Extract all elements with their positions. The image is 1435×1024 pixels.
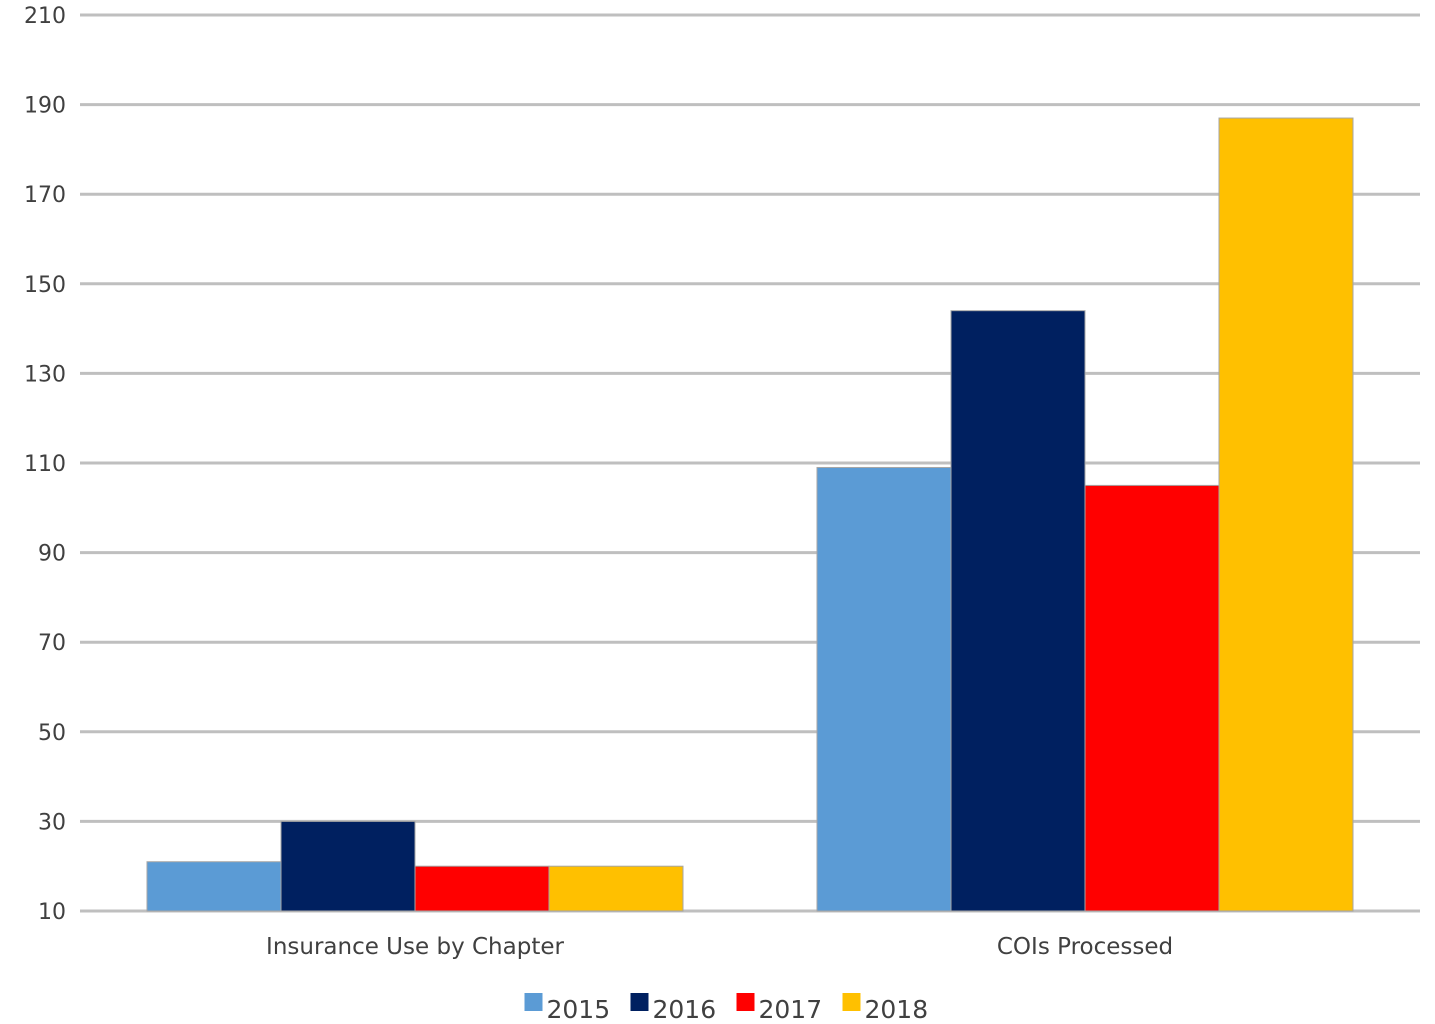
legend-item-2015: 2015 — [524, 993, 611, 1024]
y-tick-label: 150 — [24, 273, 66, 298]
legend: 2015 2016 2017 2018 — [524, 993, 929, 1024]
legend-swatch — [842, 993, 861, 1011]
legend-item-2017: 2017 — [736, 993, 823, 1024]
bar-2015-cois-processed — [816, 466, 952, 912]
bar-2018-insurance-use — [548, 865, 684, 912]
legend-swatch — [630, 993, 649, 1011]
x-category-label: COIs Processed — [997, 934, 1173, 960]
bar-2016-insurance-use — [280, 820, 416, 912]
y-axis: 10 30 50 70 90 110 130 150 170 190 210 — [24, 4, 66, 925]
y-tick-label: 70 — [38, 631, 66, 656]
legend-label: 2018 — [865, 995, 929, 1024]
x-axis: Insurance Use by Chapter COIs Processed — [266, 934, 1173, 960]
bar-2015-insurance-use — [146, 861, 282, 912]
bars — [146, 117, 1354, 912]
legend-label: 2017 — [759, 995, 823, 1024]
x-category-label: Insurance Use by Chapter — [266, 934, 564, 960]
bar-2016-cois-processed — [950, 310, 1086, 912]
y-tick-label: 90 — [38, 542, 66, 567]
legend-swatch — [524, 993, 543, 1011]
legend-label: 2016 — [653, 995, 717, 1024]
y-tick-label: 10 — [38, 900, 66, 925]
y-tick-label: 50 — [38, 721, 66, 746]
bar-2017-cois-processed — [1084, 484, 1220, 912]
legend-item-2016: 2016 — [630, 993, 717, 1024]
y-tick-label: 190 — [24, 94, 66, 119]
legend-swatch — [736, 993, 755, 1011]
legend-label: 2015 — [547, 995, 611, 1024]
y-tick-label: 170 — [24, 183, 66, 208]
y-tick-label: 30 — [38, 810, 66, 835]
bar-2018-cois-processed — [1218, 117, 1354, 912]
y-tick-label: 210 — [24, 4, 66, 29]
y-tick-label: 110 — [24, 452, 66, 477]
bar-2017-insurance-use — [414, 865, 550, 912]
legend-item-2018: 2018 — [842, 993, 929, 1024]
y-tick-label: 130 — [24, 362, 66, 387]
